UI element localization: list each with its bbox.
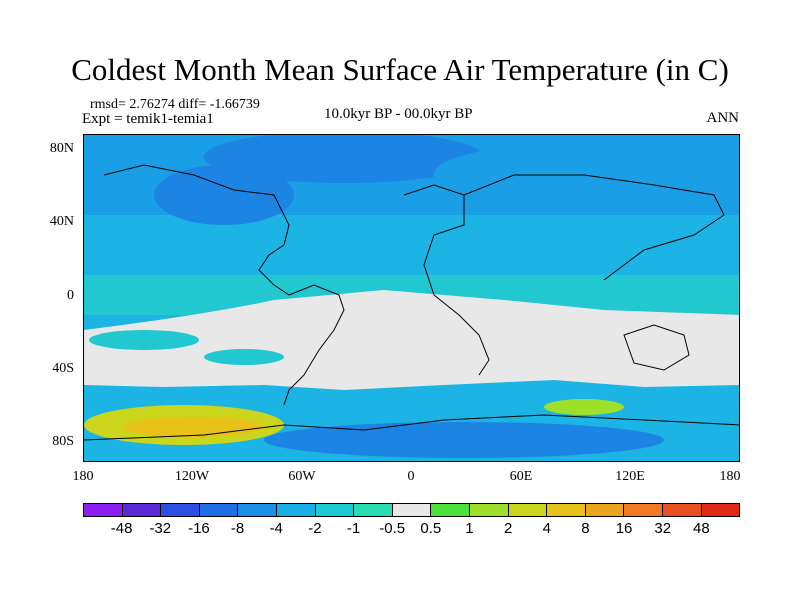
colorbar-label: -32 [149,520,172,537]
south-pacific-patch-2 [204,349,284,365]
colorbar-label: -1 [346,520,361,537]
colorbar-label: 48 [693,520,710,537]
lon-label-180e: 180 [719,469,741,484]
colorbar-label: -0.5 [379,520,406,537]
colorbar-swatch [354,504,393,516]
colorbar-label: -48 [110,520,133,537]
stats-text: rmsd= 2.76274 diff= -1.66739 [90,97,260,112]
period-text: 10.0kyr BP - 00.0kyr BP [324,106,473,122]
experiment-text: Expt = temik1-temia1 [82,111,214,127]
asia-coast [463,174,725,281]
temperature-map [84,135,739,461]
europe-africa-coast [403,184,490,376]
lon-label-120e: 120E [615,469,645,484]
map-panel [83,134,740,462]
colorbar-label: -16 [188,520,210,537]
south-neutral-band [84,290,739,390]
lat-label-0: 0 [67,288,74,303]
lon-label-180w: 180 [72,469,94,484]
colorbar-label: -8 [230,520,245,537]
lat-label-80n: 80N [49,141,74,156]
lon-label-60w: 60W [288,469,316,484]
colorbar-swatch [392,504,432,516]
colorbar-swatch [122,504,162,516]
lon-label-60e: 60E [509,469,533,484]
colorbar-swatch [469,504,509,516]
season-text: ANN [706,110,740,126]
south-pacific-patch [89,330,199,350]
colorbar-label: 4 [542,520,551,537]
colorbar-swatch [84,504,123,516]
colorbar-swatch [701,504,740,516]
colorbar-swatch [161,504,200,516]
colorbar-swatch [508,504,548,516]
map-title: Coldest Month Mean Surface Air Temperatu… [71,52,729,87]
lon-label-0: 0 [407,469,415,484]
lon-label-120w: 120W [174,469,210,484]
colorbar [83,503,740,517]
arctic-patch [204,135,484,183]
lat-label-40n: 40N [49,214,74,229]
lat-label-40s: 40S [52,361,74,376]
australia-coast [623,324,690,371]
colorbar-label: 2 [503,520,513,537]
coastlines [84,164,739,441]
colorbar-swatch [431,504,470,516]
antarctica-coast [84,414,739,441]
colorbar-label: 16 [615,520,633,537]
colorbar-swatch [547,504,586,516]
lat-label-80s: 80S [52,434,74,449]
colorbar-swatch [585,504,625,516]
colorbar-label: 0.5 [420,520,442,537]
colorbar-swatch [315,504,355,516]
colorbar-swatch [662,504,702,516]
colorbar-swatch [199,504,239,516]
colorbar-label: -4 [269,520,283,537]
south-america-coast [283,284,345,406]
antarctic-cold [264,422,664,458]
north-america-coast [103,164,290,296]
antarctic-green [544,399,624,415]
colorbar-swatch [624,504,663,516]
antarctic-warm-core [124,417,264,437]
colorbar-label: 32 [654,520,672,537]
colorbar-label: -2 [308,520,322,537]
colorbar-label: 8 [581,520,590,537]
colorbar-swatch [276,504,316,516]
canada-patch [154,165,294,225]
colorbar-label: 1 [465,520,474,537]
colorbar-swatch [238,504,277,516]
